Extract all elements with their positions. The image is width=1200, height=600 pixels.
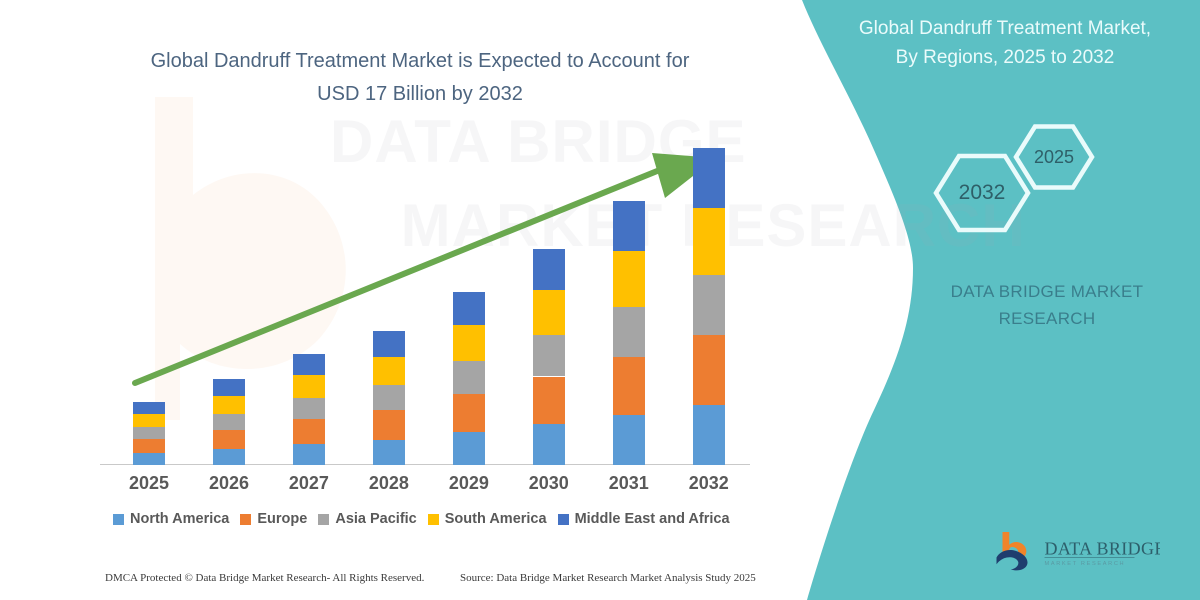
svg-text:2032: 2032 xyxy=(959,181,1006,204)
svg-text:DATA BRIDGE: DATA BRIDGE xyxy=(1045,539,1161,559)
svg-text:MARKET RESEARCH: MARKET RESEARCH xyxy=(1045,561,1126,567)
svg-text:2025: 2025 xyxy=(1034,147,1074,167)
